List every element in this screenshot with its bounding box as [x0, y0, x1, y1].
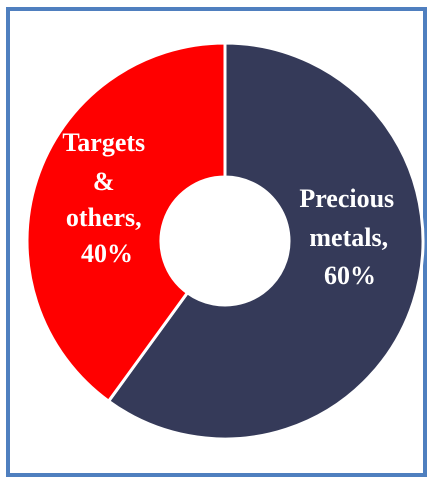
donut-slices — [25, 41, 425, 441]
slice-label-precious-metals: Precious metals, 60% — [299, 184, 400, 290]
slice-label-line: metals, — [309, 223, 388, 252]
slice-label-targets-others: Targets & others, 40% — [62, 128, 151, 268]
slice-label-line: others, — [66, 203, 142, 232]
donut-slice-precious-metals — [106, 41, 425, 441]
donut-slice-targets-others — [25, 41, 227, 404]
slice-label-line: 40% — [81, 239, 133, 268]
slice-label-line: & — [93, 167, 115, 196]
slice-label-line: 60% — [324, 261, 376, 290]
slice-label-line: Precious — [299, 184, 394, 213]
slice-label-line: Targets — [62, 128, 145, 157]
